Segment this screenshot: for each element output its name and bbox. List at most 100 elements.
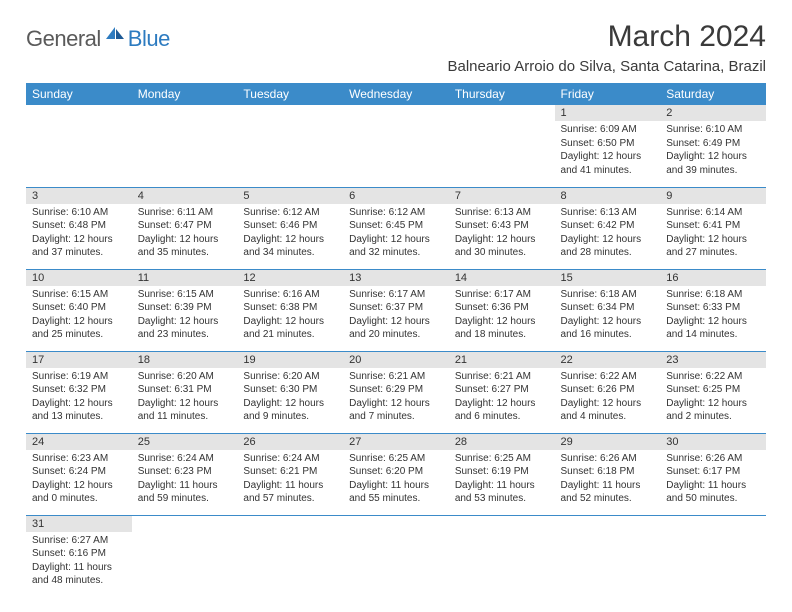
calendar-cell: 2Sunrise: 6:10 AMSunset: 6:49 PMDaylight… bbox=[660, 105, 766, 187]
day-number: 22 bbox=[555, 352, 661, 368]
day-number: 2 bbox=[660, 105, 766, 121]
day-number: 23 bbox=[660, 352, 766, 368]
day-details: Sunrise: 6:27 AMSunset: 6:16 PMDaylight:… bbox=[26, 532, 132, 592]
day-details: Sunrise: 6:24 AMSunset: 6:23 PMDaylight:… bbox=[132, 450, 238, 510]
calendar-cell: 11Sunrise: 6:15 AMSunset: 6:39 PMDayligh… bbox=[132, 269, 238, 351]
day-details: Sunrise: 6:19 AMSunset: 6:32 PMDaylight:… bbox=[26, 368, 132, 428]
day-number: 7 bbox=[449, 188, 555, 204]
day-number: 3 bbox=[26, 188, 132, 204]
day-details: Sunrise: 6:20 AMSunset: 6:31 PMDaylight:… bbox=[132, 368, 238, 428]
day-details: Sunrise: 6:18 AMSunset: 6:34 PMDaylight:… bbox=[555, 286, 661, 346]
day-details: Sunrise: 6:23 AMSunset: 6:24 PMDaylight:… bbox=[26, 450, 132, 510]
day-number: 21 bbox=[449, 352, 555, 368]
calendar-cell: 4Sunrise: 6:11 AMSunset: 6:47 PMDaylight… bbox=[132, 187, 238, 269]
day-number: 14 bbox=[449, 270, 555, 286]
day-number: 13 bbox=[343, 270, 449, 286]
day-details: Sunrise: 6:10 AMSunset: 6:49 PMDaylight:… bbox=[660, 121, 766, 181]
calendar-cell: 1Sunrise: 6:09 AMSunset: 6:50 PMDaylight… bbox=[555, 105, 661, 187]
day-number: 20 bbox=[343, 352, 449, 368]
day-details: Sunrise: 6:13 AMSunset: 6:42 PMDaylight:… bbox=[555, 204, 661, 264]
calendar-cell: 16Sunrise: 6:18 AMSunset: 6:33 PMDayligh… bbox=[660, 269, 766, 351]
day-details: Sunrise: 6:25 AMSunset: 6:19 PMDaylight:… bbox=[449, 450, 555, 510]
day-details: Sunrise: 6:17 AMSunset: 6:37 PMDaylight:… bbox=[343, 286, 449, 346]
calendar-cell: 13Sunrise: 6:17 AMSunset: 6:37 PMDayligh… bbox=[343, 269, 449, 351]
calendar-cell: 14Sunrise: 6:17 AMSunset: 6:36 PMDayligh… bbox=[449, 269, 555, 351]
weekday-header: Saturday bbox=[660, 83, 766, 105]
calendar-cell: 19Sunrise: 6:20 AMSunset: 6:30 PMDayligh… bbox=[237, 351, 343, 433]
calendar-cell bbox=[343, 105, 449, 187]
calendar-cell: 20Sunrise: 6:21 AMSunset: 6:29 PMDayligh… bbox=[343, 351, 449, 433]
calendar-row: 10Sunrise: 6:15 AMSunset: 6:40 PMDayligh… bbox=[26, 269, 766, 351]
day-number: 1 bbox=[555, 105, 661, 121]
day-number: 30 bbox=[660, 434, 766, 450]
weekday-header: Wednesday bbox=[343, 83, 449, 105]
calendar: SundayMondayTuesdayWednesdayThursdayFrid… bbox=[26, 83, 766, 597]
calendar-body: 1Sunrise: 6:09 AMSunset: 6:50 PMDaylight… bbox=[26, 105, 766, 597]
calendar-cell bbox=[555, 515, 661, 597]
day-details: Sunrise: 6:10 AMSunset: 6:48 PMDaylight:… bbox=[26, 204, 132, 264]
day-details: Sunrise: 6:15 AMSunset: 6:39 PMDaylight:… bbox=[132, 286, 238, 346]
calendar-cell: 7Sunrise: 6:13 AMSunset: 6:43 PMDaylight… bbox=[449, 187, 555, 269]
calendar-cell: 23Sunrise: 6:22 AMSunset: 6:25 PMDayligh… bbox=[660, 351, 766, 433]
day-details: Sunrise: 6:21 AMSunset: 6:27 PMDaylight:… bbox=[449, 368, 555, 428]
calendar-cell: 15Sunrise: 6:18 AMSunset: 6:34 PMDayligh… bbox=[555, 269, 661, 351]
calendar-row: 24Sunrise: 6:23 AMSunset: 6:24 PMDayligh… bbox=[26, 433, 766, 515]
calendar-cell: 26Sunrise: 6:24 AMSunset: 6:21 PMDayligh… bbox=[237, 433, 343, 515]
calendar-cell bbox=[237, 105, 343, 187]
calendar-cell bbox=[132, 105, 238, 187]
weekday-header: Monday bbox=[132, 83, 238, 105]
day-details: Sunrise: 6:18 AMSunset: 6:33 PMDaylight:… bbox=[660, 286, 766, 346]
calendar-cell: 30Sunrise: 6:26 AMSunset: 6:17 PMDayligh… bbox=[660, 433, 766, 515]
day-number: 12 bbox=[237, 270, 343, 286]
header: General Blue March 2024 Balneario Arroio… bbox=[26, 20, 766, 81]
day-number: 28 bbox=[449, 434, 555, 450]
day-number: 18 bbox=[132, 352, 238, 368]
calendar-cell: 21Sunrise: 6:21 AMSunset: 6:27 PMDayligh… bbox=[449, 351, 555, 433]
calendar-cell: 12Sunrise: 6:16 AMSunset: 6:38 PMDayligh… bbox=[237, 269, 343, 351]
day-details: Sunrise: 6:22 AMSunset: 6:26 PMDaylight:… bbox=[555, 368, 661, 428]
day-details: Sunrise: 6:15 AMSunset: 6:40 PMDaylight:… bbox=[26, 286, 132, 346]
day-number: 15 bbox=[555, 270, 661, 286]
calendar-cell bbox=[237, 515, 343, 597]
day-details: Sunrise: 6:13 AMSunset: 6:43 PMDaylight:… bbox=[449, 204, 555, 264]
calendar-cell: 8Sunrise: 6:13 AMSunset: 6:42 PMDaylight… bbox=[555, 187, 661, 269]
calendar-row: 3Sunrise: 6:10 AMSunset: 6:48 PMDaylight… bbox=[26, 187, 766, 269]
weekday-header: Thursday bbox=[449, 83, 555, 105]
day-number: 16 bbox=[660, 270, 766, 286]
calendar-cell bbox=[449, 105, 555, 187]
day-number: 19 bbox=[237, 352, 343, 368]
day-number: 4 bbox=[132, 188, 238, 204]
calendar-cell: 27Sunrise: 6:25 AMSunset: 6:20 PMDayligh… bbox=[343, 433, 449, 515]
calendar-cell: 25Sunrise: 6:24 AMSunset: 6:23 PMDayligh… bbox=[132, 433, 238, 515]
weekday-header: Friday bbox=[555, 83, 661, 105]
weekday-header: Tuesday bbox=[237, 83, 343, 105]
day-number: 17 bbox=[26, 352, 132, 368]
logo-text-blue: Blue bbox=[128, 26, 170, 52]
day-number: 24 bbox=[26, 434, 132, 450]
calendar-cell: 5Sunrise: 6:12 AMSunset: 6:46 PMDaylight… bbox=[237, 187, 343, 269]
weekday-row: SundayMondayTuesdayWednesdayThursdayFrid… bbox=[26, 83, 766, 105]
day-details: Sunrise: 6:17 AMSunset: 6:36 PMDaylight:… bbox=[449, 286, 555, 346]
day-details: Sunrise: 6:26 AMSunset: 6:18 PMDaylight:… bbox=[555, 450, 661, 510]
day-number: 27 bbox=[343, 434, 449, 450]
calendar-row: 31Sunrise: 6:27 AMSunset: 6:16 PMDayligh… bbox=[26, 515, 766, 597]
day-details: Sunrise: 6:25 AMSunset: 6:20 PMDaylight:… bbox=[343, 450, 449, 510]
day-details: Sunrise: 6:26 AMSunset: 6:17 PMDaylight:… bbox=[660, 450, 766, 510]
calendar-cell: 24Sunrise: 6:23 AMSunset: 6:24 PMDayligh… bbox=[26, 433, 132, 515]
calendar-cell: 9Sunrise: 6:14 AMSunset: 6:41 PMDaylight… bbox=[660, 187, 766, 269]
day-number: 10 bbox=[26, 270, 132, 286]
day-number: 6 bbox=[343, 188, 449, 204]
day-details: Sunrise: 6:22 AMSunset: 6:25 PMDaylight:… bbox=[660, 368, 766, 428]
calendar-cell: 3Sunrise: 6:10 AMSunset: 6:48 PMDaylight… bbox=[26, 187, 132, 269]
location: Balneario Arroio do Silva, Santa Catarin… bbox=[447, 58, 766, 75]
calendar-cell: 31Sunrise: 6:27 AMSunset: 6:16 PMDayligh… bbox=[26, 515, 132, 597]
day-number: 31 bbox=[26, 516, 132, 532]
title-block: March 2024 Balneario Arroio do Silva, Sa… bbox=[447, 20, 766, 81]
calendar-cell bbox=[343, 515, 449, 597]
calendar-cell bbox=[660, 515, 766, 597]
calendar-cell bbox=[132, 515, 238, 597]
day-number: 25 bbox=[132, 434, 238, 450]
day-details: Sunrise: 6:14 AMSunset: 6:41 PMDaylight:… bbox=[660, 204, 766, 264]
day-details: Sunrise: 6:12 AMSunset: 6:45 PMDaylight:… bbox=[343, 204, 449, 264]
calendar-cell: 29Sunrise: 6:26 AMSunset: 6:18 PMDayligh… bbox=[555, 433, 661, 515]
